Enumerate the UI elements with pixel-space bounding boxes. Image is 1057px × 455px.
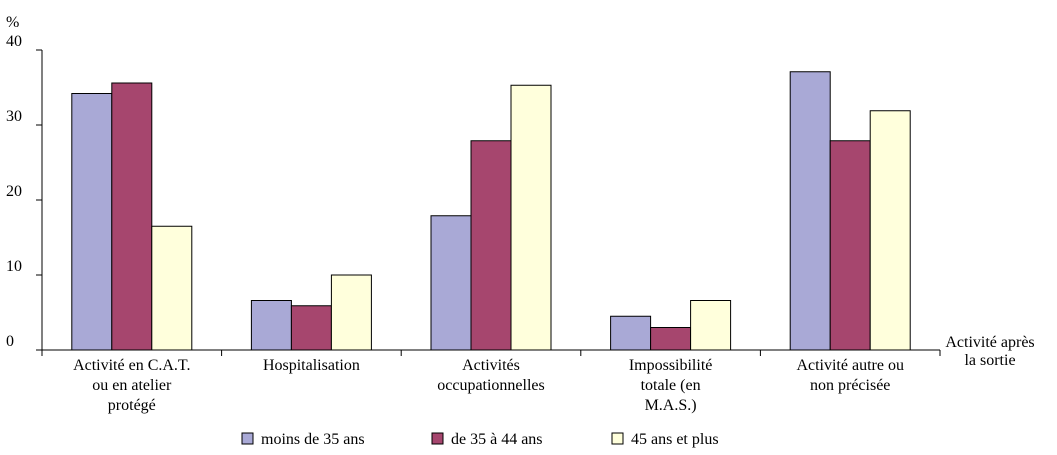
bar [610, 315, 652, 351]
legend-label: moins de 35 ans [261, 431, 365, 448]
bar [430, 215, 472, 351]
bar [690, 300, 732, 351]
bar [829, 140, 871, 351]
x-category-label: ou en atelier [92, 377, 172, 394]
bar [250, 300, 292, 351]
y-axis-unit-label: % [6, 14, 19, 31]
legend-label: 45 ans et plus [631, 431, 719, 448]
x-axis-title-line: Activité après [945, 334, 1034, 351]
legend-swatch [611, 432, 624, 445]
y-tick-label: 30 [6, 108, 22, 125]
bar [650, 327, 692, 351]
x-category-label: Hospitalisation [263, 357, 360, 374]
bar [789, 71, 831, 351]
x-category-label: M.A.S.) [645, 397, 697, 414]
bar [470, 140, 512, 351]
bars-group [71, 71, 911, 351]
legend-swatch [431, 432, 444, 445]
category-labels: Activité en C.A.T. ou en atelier protégé Ho… [41, 350, 941, 414]
legend-swatch [241, 432, 254, 445]
legend-label: de 35 à 44 ans [451, 431, 543, 448]
y-tick-label: 20 [6, 183, 22, 200]
bar [330, 274, 372, 351]
x-axis-title-line: la sortie [964, 352, 1015, 369]
x-category-label: Impossibilité [629, 357, 713, 374]
bar [510, 84, 552, 351]
y-tick-label: 0 [6, 333, 14, 350]
y-tick-label: 10 [6, 258, 22, 275]
bar [151, 225, 193, 351]
x-category-label: Activités [462, 357, 520, 374]
x-category-label: occupationnelles [437, 377, 545, 394]
x-category-label: Activité autre ou [796, 357, 904, 374]
bar [869, 110, 911, 351]
bar [111, 82, 153, 351]
bar [71, 93, 113, 351]
x-category-label: protégé [108, 397, 156, 414]
legend: moins de 35 ans de 35 à 44 ans 45 ans et p… [241, 431, 719, 448]
bar [290, 305, 332, 351]
y-tick-label: 40 [6, 33, 22, 50]
x-category-label: totale (en [641, 377, 701, 394]
x-category-label: non précisée [810, 377, 890, 394]
x-category-label: Activité en C.A.T. [73, 357, 190, 374]
y-axis-ticks: 0 10 20 30 40 [6, 33, 42, 351]
